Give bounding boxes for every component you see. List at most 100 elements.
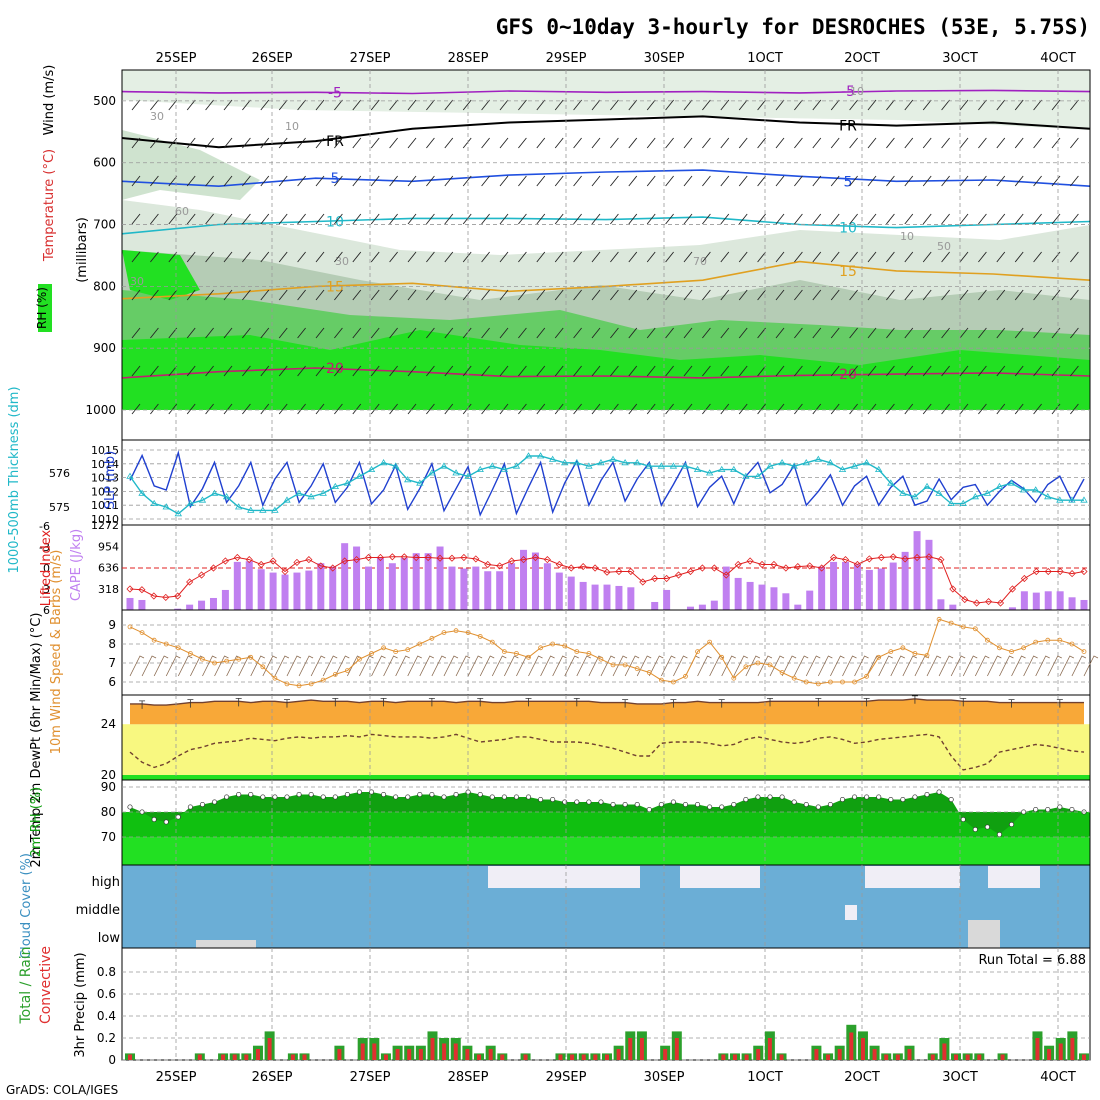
cape-tick-label: 318 <box>98 583 119 596</box>
bottom-date-label: 25SEP <box>156 1070 197 1085</box>
li-point <box>281 567 289 576</box>
pressure-tick-label: 1000 <box>85 403 116 417</box>
wind-barb <box>315 137 325 149</box>
wind-barb <box>904 213 914 225</box>
wind-barb <box>720 99 730 111</box>
thickness-point <box>995 482 1004 489</box>
wind-barb <box>370 327 380 339</box>
wind-barb <box>978 175 987 187</box>
slp-tick-label: 1014 <box>91 458 119 471</box>
wind-barb <box>573 403 582 415</box>
rh-point <box>332 794 338 800</box>
rh-point <box>224 794 230 800</box>
wind-speed-point <box>393 649 399 654</box>
thickness-point <box>367 465 376 472</box>
wind-barb <box>1033 365 1042 377</box>
thickness-point <box>1044 493 1052 500</box>
temp-minmax-bar <box>477 697 484 707</box>
wind-barb <box>444 251 454 263</box>
wind-barb <box>223 99 233 111</box>
surface-wind-barb <box>733 655 748 677</box>
wind-barb <box>168 213 178 225</box>
cape-bar <box>889 562 897 610</box>
rh-point <box>719 804 725 810</box>
wind-barb <box>849 403 858 415</box>
wind-barb <box>223 251 233 263</box>
wind-barb <box>830 137 840 149</box>
wind-barb <box>150 365 159 377</box>
cloud-level-label: middle <box>76 903 120 918</box>
precip-convective-bar <box>732 1054 737 1060</box>
wind-speed-point <box>671 679 676 685</box>
wind-barb <box>665 365 674 377</box>
wind-barb <box>996 99 1006 111</box>
cape-bar <box>579 581 587 610</box>
cape-bar <box>424 553 432 610</box>
bottom-date-label: 4OCT <box>1040 1070 1076 1085</box>
wind-barb <box>499 175 509 187</box>
pressure-tick-label: 900 <box>93 341 116 355</box>
wind-barb <box>518 175 527 187</box>
wind-speed-point <box>489 639 495 645</box>
wind-barb <box>481 137 490 149</box>
li-point <box>698 564 706 572</box>
wind-barb <box>481 327 490 339</box>
wind-barb <box>628 365 638 377</box>
thickness-point <box>126 472 134 479</box>
thickness-point <box>899 489 907 496</box>
wind-barb <box>1014 289 1024 301</box>
rh-tick-label: 90 <box>101 780 116 794</box>
wind-barb <box>370 99 380 111</box>
surface-wind-barb <box>648 655 664 677</box>
rh-point <box>839 796 846 803</box>
top-date-label: 28SEP <box>448 51 489 66</box>
thickness-axis-label: 1000-500mb Thickness (dm) <box>7 386 22 573</box>
cape-bar <box>758 584 766 610</box>
wind-barb <box>205 365 214 377</box>
wind-barb <box>886 403 895 415</box>
thickness-point <box>561 459 569 466</box>
wind-barb <box>352 137 362 149</box>
wind-barb <box>812 365 822 377</box>
thickness-point <box>585 462 593 469</box>
wind-speed-point <box>526 654 531 660</box>
surface-wind-barb <box>383 655 398 677</box>
wind-speed-point <box>755 660 761 666</box>
li-point <box>651 574 659 583</box>
precip-convective-bar <box>128 1054 132 1060</box>
wind-barb <box>242 175 251 187</box>
wind-barb <box>407 251 417 263</box>
cape-bar <box>925 539 933 610</box>
surface-wind-barb <box>830 655 845 677</box>
cape-bar <box>1080 599 1088 610</box>
li-point <box>853 560 861 569</box>
surface-wind-barb <box>902 655 918 677</box>
surface-wind-barb <box>1071 655 1087 677</box>
wind-barb <box>904 251 914 263</box>
precip-convective-bar <box>954 1054 959 1060</box>
rh-point <box>996 831 1003 838</box>
thickness-point <box>283 496 291 503</box>
wind-barb <box>941 99 950 111</box>
wind-barb <box>1014 175 1024 187</box>
wind-barb <box>610 365 619 377</box>
wind-barb <box>1033 251 1042 263</box>
wind-barb <box>426 99 435 111</box>
wind-barb <box>223 137 233 149</box>
thickness-point <box>1007 479 1016 486</box>
li-point <box>1020 574 1028 583</box>
wind-speed-point <box>791 675 797 681</box>
thickness-point <box>331 482 339 489</box>
temp-minmax-bar <box>187 699 194 708</box>
temperature-axis-label: Temperature (°C) <box>42 149 57 262</box>
surface-wind-barb <box>395 655 410 677</box>
wind-barb <box>297 213 306 225</box>
wind-barb <box>573 137 582 149</box>
wind-barb <box>297 175 306 187</box>
wind-barb <box>738 365 748 377</box>
thickness-point <box>693 465 702 472</box>
wind-barb <box>444 137 454 149</box>
wind-barb <box>462 137 472 149</box>
wind-barb <box>1070 365 1079 377</box>
wind-barb <box>904 327 914 339</box>
